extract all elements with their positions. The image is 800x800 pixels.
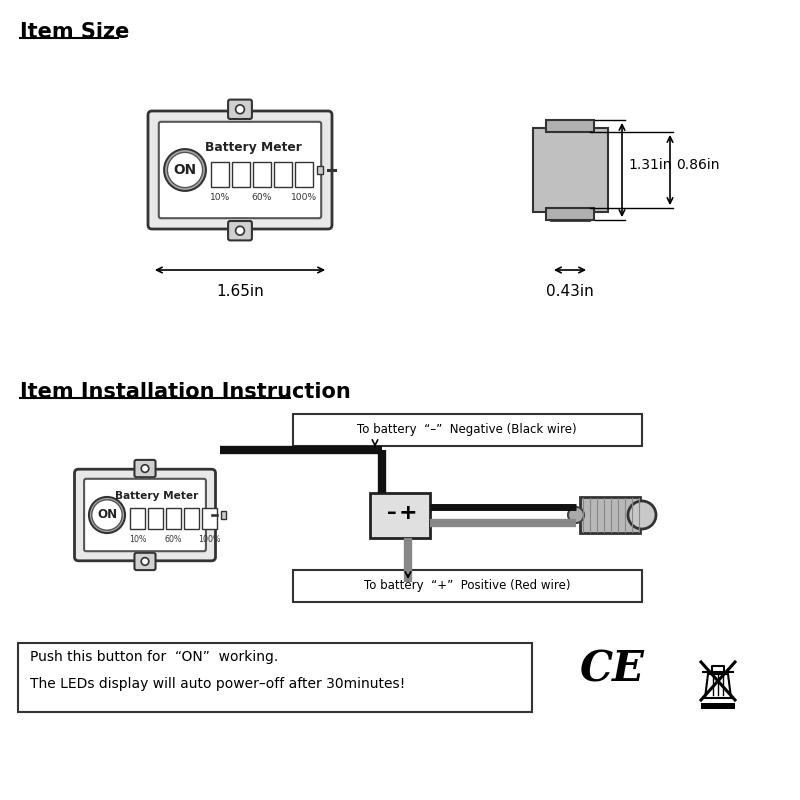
Bar	[202, 508, 218, 530]
Text: To battery  “–”  Negative (Black wire): To battery “–” Negative (Black wire)	[357, 423, 577, 437]
Circle shape	[235, 226, 245, 235]
Bar	[211, 162, 229, 186]
Circle shape	[628, 501, 656, 529]
FancyBboxPatch shape	[228, 221, 252, 240]
Bar	[148, 508, 163, 530]
FancyBboxPatch shape	[158, 122, 322, 218]
FancyBboxPatch shape	[228, 100, 252, 119]
Circle shape	[167, 152, 202, 188]
Text: 10%: 10%	[129, 535, 146, 544]
Text: ON: ON	[97, 509, 117, 522]
Text: Item Installation Instruction: Item Installation Instruction	[20, 382, 350, 402]
Bar	[184, 508, 199, 530]
FancyBboxPatch shape	[74, 469, 215, 561]
FancyBboxPatch shape	[148, 111, 332, 229]
Text: CE: CE	[579, 649, 645, 691]
Circle shape	[164, 149, 206, 191]
Bar	[533, 128, 607, 212]
Text: 100%: 100%	[198, 535, 221, 544]
Text: 1.65in: 1.65in	[216, 284, 264, 299]
Bar	[370, 493, 430, 538]
Circle shape	[141, 465, 149, 472]
Text: To battery  “+”  Positive (Red wire): To battery “+” Positive (Red wire)	[364, 579, 570, 593]
Text: ON: ON	[174, 163, 197, 177]
Circle shape	[92, 500, 122, 530]
Bar	[546, 208, 594, 220]
Bar	[295, 162, 313, 186]
Text: Push this button for  “ON”  working.: Push this button for “ON” working.	[30, 650, 278, 664]
FancyBboxPatch shape	[134, 460, 155, 477]
FancyBboxPatch shape	[18, 643, 532, 712]
Bar	[221, 511, 226, 519]
FancyBboxPatch shape	[293, 414, 642, 446]
Text: Item Size: Item Size	[20, 22, 130, 42]
Bar	[166, 508, 181, 530]
FancyBboxPatch shape	[134, 553, 155, 570]
Circle shape	[89, 497, 125, 533]
Text: 60%: 60%	[252, 193, 272, 202]
Circle shape	[235, 105, 245, 114]
Text: Battery Meter: Battery Meter	[114, 491, 198, 501]
Text: The LEDs display will auto power–off after 30minutes!: The LEDs display will auto power–off aft…	[30, 677, 406, 691]
Bar	[580, 497, 640, 533]
Bar	[317, 166, 322, 174]
Bar	[551, 120, 589, 220]
Text: 10%: 10%	[210, 193, 230, 202]
FancyBboxPatch shape	[293, 570, 642, 602]
Bar	[232, 162, 250, 186]
Text: 100%: 100%	[290, 193, 317, 202]
Bar	[130, 508, 145, 530]
FancyBboxPatch shape	[84, 478, 206, 551]
Bar	[701, 703, 735, 709]
Text: Battery Meter: Battery Meter	[205, 142, 302, 154]
Circle shape	[568, 507, 584, 523]
Text: 0.86in: 0.86in	[676, 158, 719, 172]
Text: 0.43in: 0.43in	[546, 284, 594, 299]
Bar	[274, 162, 292, 186]
Text: 1.31in: 1.31in	[628, 158, 671, 172]
Text: –: –	[387, 503, 397, 522]
Text: 60%: 60%	[165, 535, 182, 544]
Bar	[253, 162, 270, 186]
Bar	[546, 120, 594, 132]
Circle shape	[141, 558, 149, 566]
Text: +: +	[398, 503, 418, 523]
